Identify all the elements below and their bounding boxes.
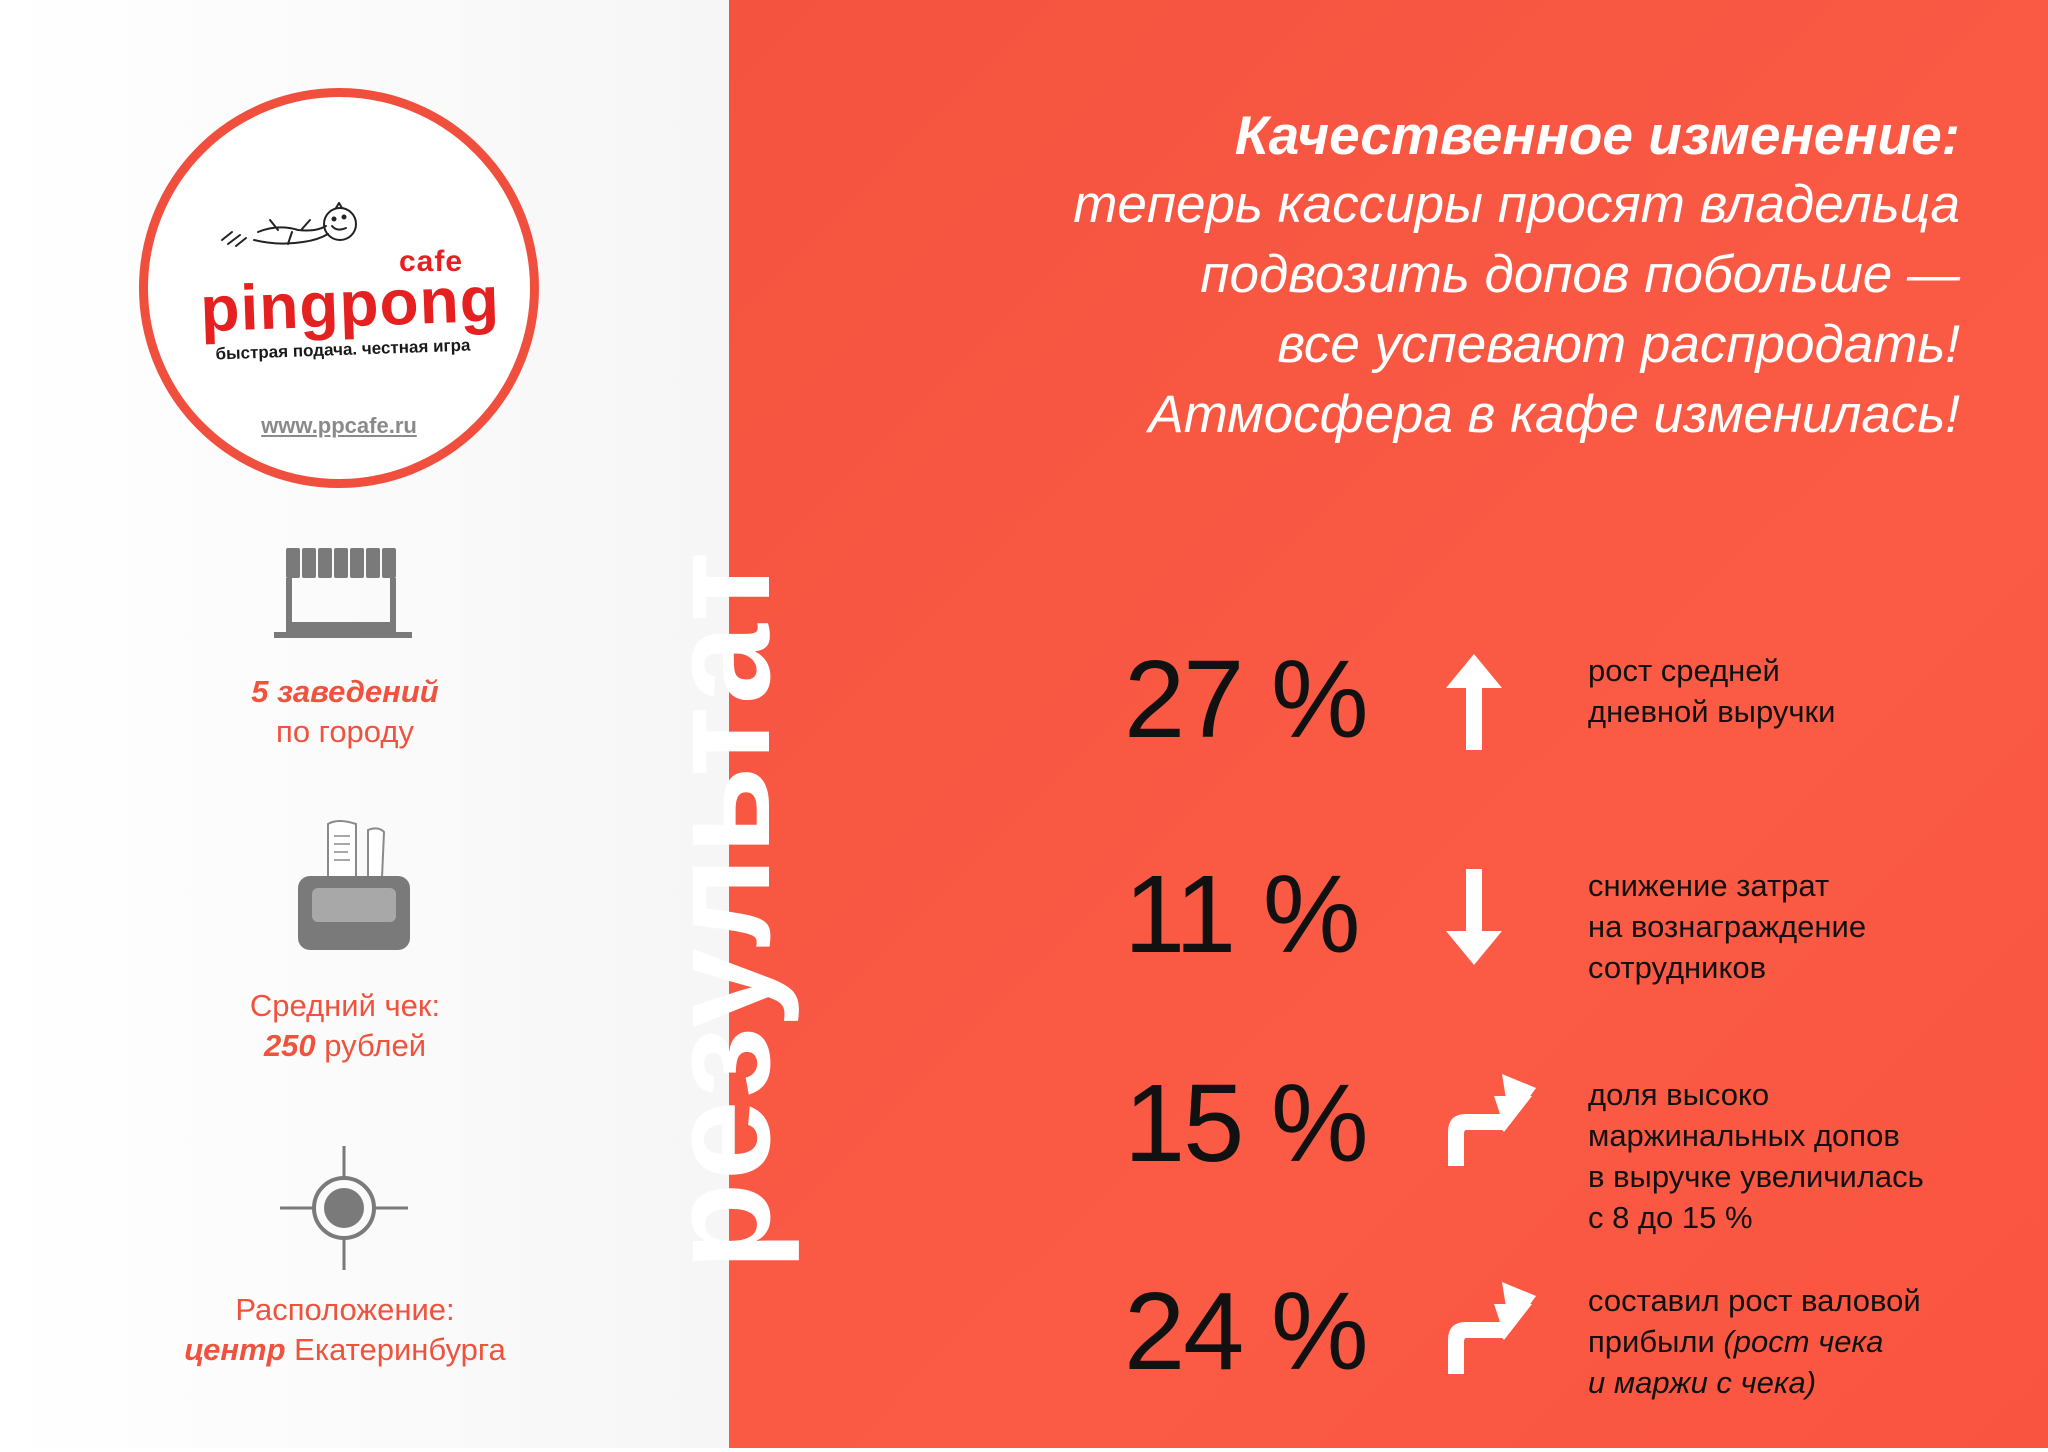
headline-line: все успевают распродать! <box>1277 315 1960 374</box>
headline-line: теперь кассиры просят владельца <box>1073 175 1960 234</box>
headline-line: Атмосфера в кафе изменилась! <box>1148 385 1960 444</box>
stat-description-note-line: и маржи с чека) <box>1588 1365 1817 1400</box>
arrow-turn-up-right-icon <box>1448 1074 1536 1166</box>
stat-description-line: снижение затрат <box>1588 868 1830 903</box>
stat-description-line: на вознаграждение <box>1588 909 1867 944</box>
stat-description-line: прибыли (рост чека <box>1588 1321 2008 1362</box>
arrow-down-icon <box>1446 869 1502 965</box>
stat-description-text: прибыли <box>1588 1324 1715 1359</box>
stat-value: 24 % <box>1124 1270 1369 1393</box>
cash-register-icon <box>298 820 410 950</box>
cafe-logo: cafe pingpong быстрая подача. честная иг… <box>139 88 539 488</box>
mascot-icon <box>221 202 357 247</box>
fact-average-check-value-line: 250 рублей <box>100 1026 590 1066</box>
arrow-turn-up-right-icon <box>1448 1282 1536 1374</box>
stat-description-line: рост средней <box>1588 653 1780 688</box>
stat-value: 15 % <box>1124 1062 1369 1185</box>
fact-location-value-line: центр Екатеринбурга <box>100 1330 590 1370</box>
fact-locations-label: по городу <box>276 714 414 749</box>
stat-description: составил рост валовой прибыли (рост чека… <box>1588 1280 2008 1403</box>
website-link[interactable]: www.ppcafe.ru <box>261 413 417 438</box>
stat-description-line: составил рост валовой <box>1588 1283 1921 1318</box>
stat-description-line: дневной выручки <box>1588 694 1836 729</box>
storefront-icon <box>274 548 412 638</box>
fact-location: Расположение: центр Екатеринбурга <box>100 1290 590 1370</box>
stat-description-line: маржинальных допов <box>1588 1118 1900 1153</box>
fact-locations: 5 заведений по городу <box>100 672 590 752</box>
stat-description-line: в выручке увеличилась <box>1588 1159 1924 1194</box>
stat-margin-share: 15 % доля высоко маржинальных допов в вы… <box>729 1064 2048 1244</box>
stat-description: рост средней дневной выручки <box>1588 650 2008 732</box>
fact-average-check: Средний чек: 250 рублей <box>100 986 590 1066</box>
fact-location-label: Расположение: <box>235 1292 455 1327</box>
headline-title: Качественное изменение: <box>1234 104 1960 166</box>
arrow-up-icon <box>1446 654 1502 750</box>
headline-block: Качественное изменение: теперь кассиры п… <box>950 100 1960 450</box>
fact-location-city: Екатеринбурга <box>285 1332 506 1367</box>
results-panel <box>729 0 2048 1448</box>
fact-average-check-unit: рублей <box>315 1028 427 1063</box>
stat-description-line: доля высоко <box>1588 1077 1770 1112</box>
logo-cafe-word: cafe <box>398 245 463 278</box>
headline-line: подвозить допов побольше — <box>1200 245 1960 304</box>
stat-gross-profit: 24 % составил рост валовой прибыли (рост… <box>729 1272 2048 1452</box>
stat-value: 11 % <box>1124 853 1361 976</box>
stat-cost-reduction: 11 % снижение затрат на вознаграждение с… <box>729 855 2048 1035</box>
fact-average-check-label: Средний чек: <box>249 988 441 1023</box>
logo-brand-name: pingpong <box>199 262 501 346</box>
stat-revenue-growth: 27 % рост средней дневной выручки <box>729 640 2048 820</box>
stat-description-line: сотрудников <box>1588 950 1767 985</box>
stat-description-line: с 8 до 15 % <box>1588 1200 1753 1235</box>
stat-description-note: (рост чека <box>1714 1324 1884 1359</box>
location-target-icon <box>280 1146 408 1270</box>
left-info-panel: cafe pingpong быстрая подача. честная иг… <box>0 0 729 1448</box>
stat-description: доля высоко маржинальных допов в выручке… <box>1588 1074 2008 1238</box>
fact-locations-count: 5 заведений <box>251 674 439 709</box>
stat-description: снижение затрат на вознаграждение сотруд… <box>1588 865 2008 988</box>
stat-value: 27 % <box>1124 638 1369 761</box>
fact-average-check-amount: 250 <box>263 1028 316 1063</box>
fact-location-center: центр <box>184 1332 286 1367</box>
